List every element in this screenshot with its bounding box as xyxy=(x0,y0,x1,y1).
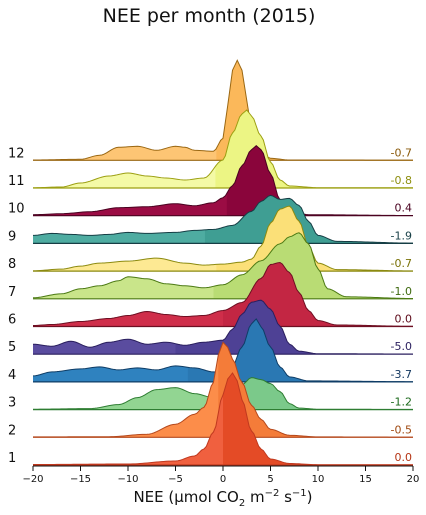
xlabel-sub: 2 xyxy=(239,498,245,509)
median-label-4: -3.7 xyxy=(391,368,412,381)
month-label-8: 8 xyxy=(8,257,16,272)
ridge-median-shade-8 xyxy=(216,206,413,272)
ridge-median-shade-5 xyxy=(175,300,413,355)
ridge-month-8 xyxy=(32,205,413,272)
month-label-2: 2 xyxy=(8,423,16,438)
ridge-fill-4 xyxy=(33,318,413,382)
month-label-4: 4 xyxy=(8,368,16,383)
month-label-11: 11 xyxy=(8,174,25,189)
ridge-outline-9 xyxy=(32,194,413,244)
month-labels: 12 11 10 9 8 7 6 5 4 3 2 1 xyxy=(8,146,25,466)
x-tick-label: 15 xyxy=(359,474,372,485)
month-label-12: 12 xyxy=(8,146,25,161)
median-label-8: -0.7 xyxy=(391,257,412,270)
median-label-7: -1.0 xyxy=(391,285,412,298)
ridge-month-1 xyxy=(33,372,413,466)
month-label-9: 9 xyxy=(8,229,16,244)
xlabel-post: ) xyxy=(307,488,313,506)
ridge-outline-10 xyxy=(32,145,413,216)
x-tick-label: −10 xyxy=(117,474,138,485)
ridge-month-9 xyxy=(32,194,413,244)
median-label-11: -0.8 xyxy=(391,174,412,187)
ridge-median-shade-3 xyxy=(211,377,413,410)
x-tick-label: 5 xyxy=(267,474,273,485)
ridge-median-shade-9 xyxy=(204,195,413,244)
ridges-group xyxy=(32,59,414,466)
xlabel-sup1: −2 xyxy=(265,488,280,499)
xlabel-sup2: −1 xyxy=(292,488,307,499)
x-tick-label: 20 xyxy=(407,474,420,485)
month-label-1: 1 xyxy=(8,451,16,466)
xlabel-pre: NEE (µmol CO xyxy=(133,488,238,506)
ridge-month-12 xyxy=(32,59,413,161)
chart-title: NEE per month (2015) xyxy=(103,5,316,27)
xlabel-mid: m xyxy=(245,488,264,506)
ridge-outline-7 xyxy=(32,232,414,299)
month-label-6: 6 xyxy=(8,313,16,328)
xlabel-mid2: s xyxy=(279,488,292,506)
x-axis: −20 −15 −10 −5 0 5 10 15 20 xyxy=(22,465,420,485)
x-tick-label: −20 xyxy=(22,474,43,485)
x-axis-label: NEE (µmol CO2 m−2 s−1) xyxy=(133,488,312,509)
ridge-median-shade-1 xyxy=(223,373,413,465)
median-label-12: -0.7 xyxy=(391,146,412,159)
median-label-5: -5.0 xyxy=(391,340,412,353)
month-label-5: 5 xyxy=(8,340,16,355)
ridge-fill-10 xyxy=(33,145,413,216)
x-tick-label: 0 xyxy=(220,474,226,485)
x-tick-label: −5 xyxy=(168,474,183,485)
median-label-10: 0.4 xyxy=(395,202,413,215)
x-tick-label: 10 xyxy=(312,474,325,485)
median-label-9: -1.9 xyxy=(391,229,412,242)
median-label-6: 0.0 xyxy=(395,313,413,326)
ridge-outline-6 xyxy=(32,261,413,327)
month-label-3: 3 xyxy=(8,396,16,411)
median-label-3: -1.2 xyxy=(391,396,412,409)
x-tick-label: −15 xyxy=(70,474,91,485)
ridge-outline-8 xyxy=(32,205,413,272)
ridge-median-shade-12 xyxy=(216,60,413,161)
month-label-7: 7 xyxy=(8,285,16,300)
median-label-1: 0.0 xyxy=(395,451,413,464)
median-labels: -0.7 -0.8 0.4 -1.9 -0.7 -1.0 0.0 -5.0 -3.7 -1.2 -0… xyxy=(391,146,412,464)
ridge-median-shade-4 xyxy=(187,318,413,382)
ridge-fill-5 xyxy=(33,300,413,355)
month-label-10: 10 xyxy=(8,202,25,217)
median-label-2: -0.5 xyxy=(391,423,412,436)
